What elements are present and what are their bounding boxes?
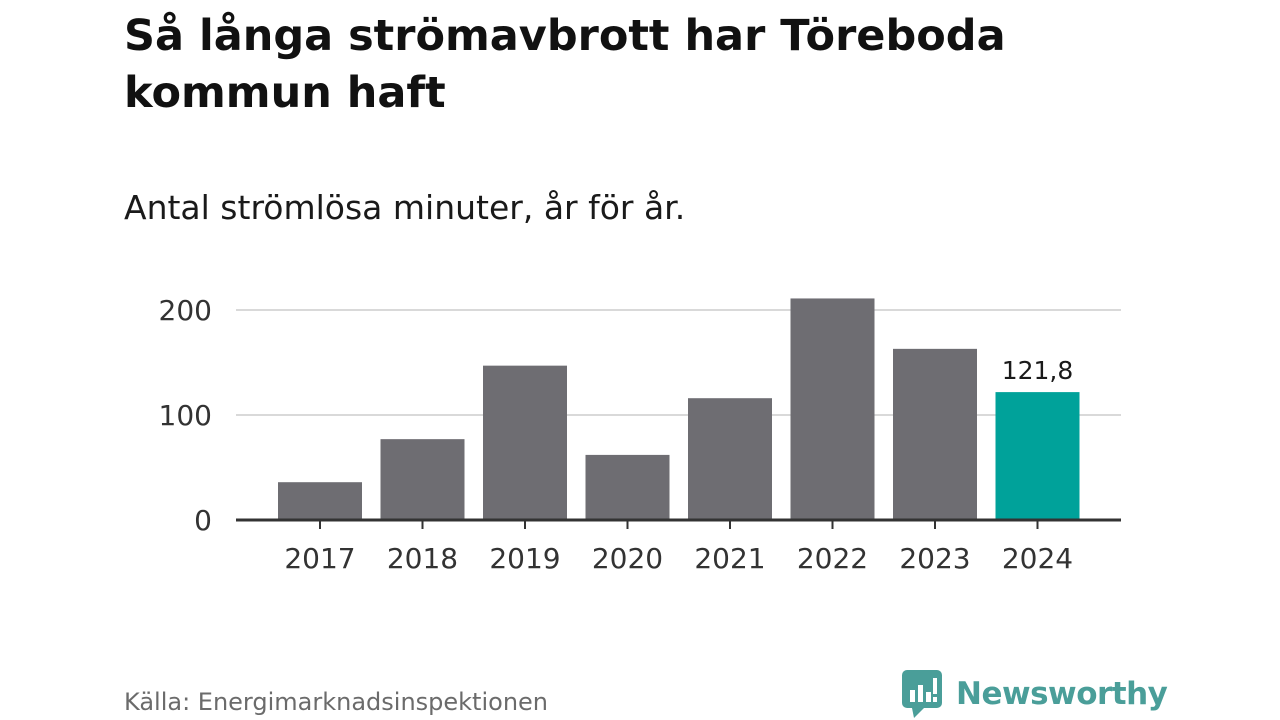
x-tick-label: 2019 (489, 542, 560, 575)
y-tick-label: 200 (159, 294, 212, 327)
source-note: Källa: Energimarknadsinspektionen (124, 688, 549, 716)
x-axis-ticks: 2017 2018 2019 2020 2021 2022 2023 2024 (284, 520, 1073, 575)
bar-2024 (995, 392, 1080, 520)
x-tick-label: 2021 (694, 542, 765, 575)
bar-chart: 0 100 200 2017 2018 2019 2020 2021 2022 2023 2024… (159, 294, 1121, 575)
brand-name: Newsworthy (956, 676, 1168, 712)
chart-subtitle: Antal strömlösa minuter, år för år. (124, 188, 686, 227)
data-label: 121,8 (1002, 356, 1074, 385)
bars (278, 298, 1080, 520)
x-tick-label: 2024 (1002, 542, 1073, 575)
y-tick-label: 0 (194, 504, 212, 537)
x-tick-label: 2023 (899, 542, 970, 575)
bar-2019 (483, 365, 567, 520)
bar-2018 (380, 439, 465, 520)
bar-2017 (278, 482, 362, 520)
y-axis-ticks: 0 100 200 (159, 294, 212, 537)
chart-title: Så långa strömavbrott har Töreboda kommu… (124, 11, 1006, 118)
bar-2023 (893, 348, 977, 520)
x-tick-label: 2017 (284, 542, 355, 575)
data-labels: 121,8 (1002, 356, 1074, 385)
bar-2021 (688, 398, 772, 520)
bar-2022 (790, 298, 875, 520)
newsworthy-logo-icon (902, 670, 942, 718)
x-tick-label: 2022 (797, 542, 868, 575)
x-tick-label: 2020 (592, 542, 663, 575)
x-tick-label: 2018 (387, 542, 458, 575)
gridlines (236, 309, 1121, 416)
y-tick-label: 100 (159, 399, 212, 432)
brand-logo: Newsworthy (902, 670, 1168, 718)
bar-2020 (585, 454, 670, 520)
